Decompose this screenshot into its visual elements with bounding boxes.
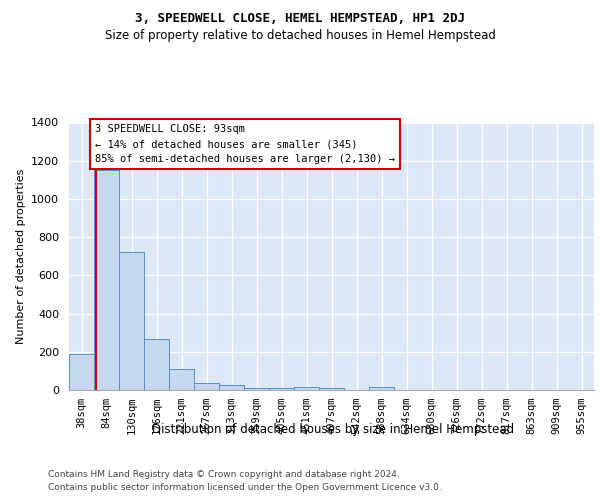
Bar xyxy=(119,252,144,390)
Bar xyxy=(94,170,119,390)
Bar xyxy=(369,386,394,390)
Bar xyxy=(319,388,344,390)
Bar xyxy=(244,388,269,390)
Bar xyxy=(144,340,169,390)
Text: Contains HM Land Registry data © Crown copyright and database right 2024.: Contains HM Land Registry data © Crown c… xyxy=(48,470,400,479)
Bar xyxy=(69,354,94,390)
Text: Size of property relative to detached houses in Hemel Hempstead: Size of property relative to detached ho… xyxy=(104,29,496,42)
Bar xyxy=(294,386,319,390)
Text: Contains public sector information licensed under the Open Government Licence v3: Contains public sector information licen… xyxy=(48,482,442,492)
Text: Distribution of detached houses by size in Hemel Hempstead: Distribution of detached houses by size … xyxy=(152,422,514,436)
Y-axis label: Number of detached properties: Number of detached properties xyxy=(16,168,26,344)
Text: 3, SPEEDWELL CLOSE, HEMEL HEMPSTEAD, HP1 2DJ: 3, SPEEDWELL CLOSE, HEMEL HEMPSTEAD, HP1… xyxy=(135,12,465,26)
Text: 3 SPEEDWELL CLOSE: 93sqm
← 14% of detached houses are smaller (345)
85% of semi-: 3 SPEEDWELL CLOSE: 93sqm ← 14% of detach… xyxy=(95,124,395,164)
Bar xyxy=(169,369,194,390)
Bar xyxy=(269,388,294,390)
Bar xyxy=(194,384,219,390)
Bar xyxy=(219,384,244,390)
